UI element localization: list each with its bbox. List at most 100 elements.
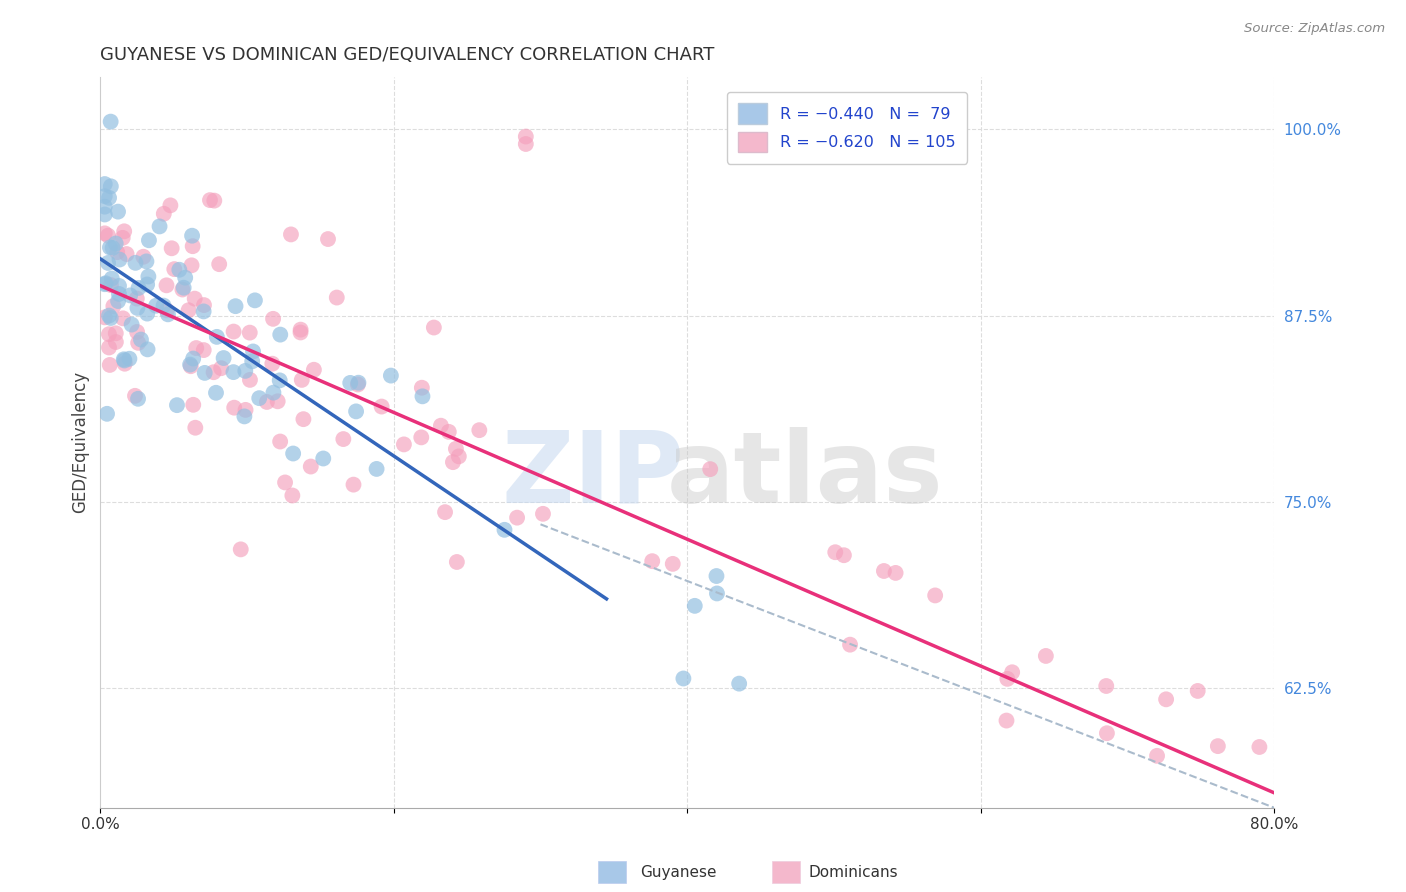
Point xyxy=(292,412,315,426)
Point xyxy=(531,507,554,521)
Point xyxy=(209,361,232,376)
Point xyxy=(98,341,121,355)
Point xyxy=(138,269,160,284)
Point xyxy=(1187,684,1209,698)
Point xyxy=(699,462,721,476)
Point xyxy=(100,278,122,293)
Point xyxy=(125,292,148,306)
Point xyxy=(152,299,174,313)
Point xyxy=(441,455,464,469)
Point xyxy=(706,569,728,583)
Point xyxy=(661,557,683,571)
Point xyxy=(444,442,467,456)
Point xyxy=(125,325,148,339)
Point xyxy=(177,303,200,318)
Point xyxy=(94,200,117,214)
Point xyxy=(728,676,751,690)
Point xyxy=(235,403,257,417)
Point xyxy=(326,291,349,305)
Point xyxy=(411,389,433,403)
Point xyxy=(995,714,1018,728)
Point xyxy=(312,451,335,466)
Point xyxy=(202,194,225,208)
Point xyxy=(193,298,215,312)
Point xyxy=(94,189,117,203)
Point xyxy=(97,256,120,270)
Point xyxy=(344,404,367,418)
Point xyxy=(205,385,228,400)
Point xyxy=(98,240,121,254)
Point xyxy=(98,191,121,205)
Point xyxy=(1095,726,1118,740)
Point xyxy=(494,523,516,537)
Point xyxy=(94,277,117,292)
Point xyxy=(347,377,370,392)
Point xyxy=(172,283,194,297)
Point xyxy=(97,327,120,342)
Point xyxy=(145,299,167,313)
Point xyxy=(515,129,537,144)
Point xyxy=(104,236,127,251)
Point xyxy=(290,326,312,340)
Point xyxy=(111,311,134,326)
Point xyxy=(124,389,146,403)
Point xyxy=(127,392,149,406)
Point xyxy=(262,385,284,400)
Point xyxy=(290,323,312,337)
Point xyxy=(1249,739,1271,754)
Point xyxy=(104,326,127,341)
Point xyxy=(100,179,122,194)
Point xyxy=(179,358,201,372)
Point xyxy=(239,326,262,340)
Point xyxy=(243,293,266,308)
Point xyxy=(706,586,728,600)
Point xyxy=(173,281,195,295)
Point xyxy=(269,434,291,449)
Point xyxy=(94,277,117,291)
Point xyxy=(181,398,204,412)
Point xyxy=(316,232,339,246)
Point xyxy=(256,395,278,409)
Point xyxy=(127,335,149,350)
Point xyxy=(437,425,460,439)
Point xyxy=(447,450,470,464)
Point xyxy=(159,198,181,212)
Point xyxy=(94,310,117,325)
Text: Guyanese: Guyanese xyxy=(640,865,716,880)
Point xyxy=(1146,748,1168,763)
Point xyxy=(129,333,152,347)
Point xyxy=(198,193,221,207)
Point xyxy=(153,207,176,221)
Text: GUYANESE VS DOMINICAN GED/EQUIVALENCY CORRELATION CHART: GUYANESE VS DOMINICAN GED/EQUIVALENCY CO… xyxy=(100,46,714,64)
Point xyxy=(233,409,256,424)
Point xyxy=(924,589,946,603)
Text: atlas: atlas xyxy=(666,426,943,524)
Text: ZIP: ZIP xyxy=(502,426,685,524)
Point xyxy=(103,299,125,313)
Point xyxy=(183,292,205,306)
Point xyxy=(370,400,392,414)
Point xyxy=(156,307,179,321)
Text: Source: ZipAtlas.com: Source: ZipAtlas.com xyxy=(1244,22,1385,36)
Point xyxy=(515,136,537,151)
Point xyxy=(1095,679,1118,693)
Point xyxy=(683,599,706,613)
Point xyxy=(423,320,446,334)
Point xyxy=(274,475,297,490)
Point xyxy=(233,364,256,378)
Point xyxy=(107,293,129,308)
Point xyxy=(100,310,122,325)
Point xyxy=(1035,648,1057,663)
Point xyxy=(120,288,142,302)
Point xyxy=(873,564,896,578)
Point xyxy=(181,351,204,366)
Point xyxy=(267,394,290,409)
Point xyxy=(193,343,215,357)
Point xyxy=(94,207,117,221)
Point xyxy=(229,542,252,557)
Point xyxy=(672,672,695,686)
Point xyxy=(108,279,131,293)
Point xyxy=(302,363,325,377)
Point xyxy=(180,359,202,374)
Point xyxy=(884,566,907,580)
